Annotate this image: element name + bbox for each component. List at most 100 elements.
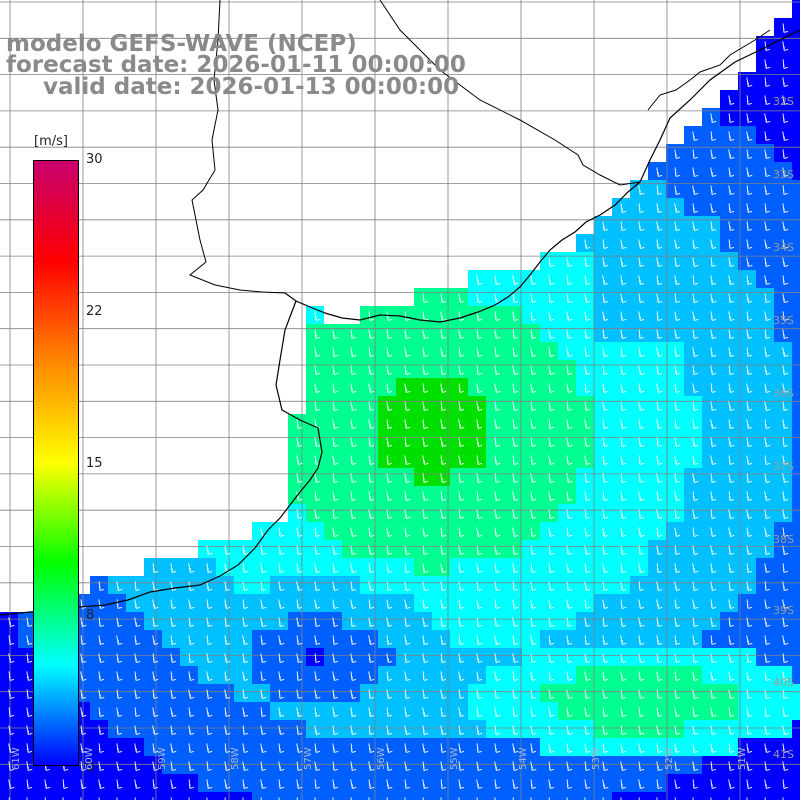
wind-arrow [404,635,411,645]
wind-arrow [386,383,393,393]
wind-arrow [602,311,609,321]
wind-arrow [440,365,447,375]
wind-arrow [476,707,483,717]
wind-speed-cell [792,666,800,684]
wind-arrow [314,617,321,627]
wind-arrow [512,707,518,717]
wind-arrow [242,761,249,771]
wind-arrow [620,689,627,699]
wind-arrow [422,509,429,519]
wind-arrow [512,437,519,447]
wind-arrow [602,779,609,789]
wind-arrow [656,599,663,609]
wind-arrow [458,545,465,555]
wind-arrow [620,635,627,645]
wind-arrow [296,671,302,681]
wind-arrow [530,347,537,357]
wind-arrow [440,527,446,537]
wind-speed-cell [792,414,800,432]
colorbar-tick-8: 8 [86,608,95,623]
wind-arrow [440,617,447,627]
wind-speed-cell [792,216,800,234]
wind-arrow [494,653,501,663]
wind-arrow [584,473,591,483]
wind-arrow [224,581,231,591]
wind-arrow [728,473,735,483]
wind-arrow [620,491,627,501]
wind-speed-cell [792,756,800,774]
wind-arrow [584,617,591,627]
wind-arrow [422,617,429,627]
wind-arrow [206,725,213,735]
wind-arrow [692,311,699,321]
wind-arrow [710,599,717,609]
wind-arrow [134,599,141,609]
wind-arrow [566,545,573,555]
wind-arrow [692,617,699,627]
wind-arrow [530,599,537,609]
wind-arrow [188,563,195,573]
wind-arrow [134,761,141,771]
wind-arrow [656,437,662,447]
wind-arrow [170,671,176,681]
wind-arrow [80,707,87,717]
wind-arrow [746,203,753,213]
wind-arrow [458,707,465,717]
wind-arrow [314,653,320,663]
wind-arrow [692,527,698,537]
wind-arrow [620,347,626,357]
wind-arrow [476,779,483,789]
wind-arrow [728,671,735,681]
wind-arrow [368,455,375,465]
wind-arrow [188,635,195,645]
wind-arrow [260,797,262,800]
wind-arrow [368,365,375,375]
wind-arrow [404,509,411,519]
wind-arrow [566,653,572,663]
wind-speed-cell [198,792,216,800]
wind-arrow [638,653,645,663]
wind-arrow [692,221,699,231]
wind-arrow [260,671,267,681]
wind-arrow [728,95,735,105]
wind-arrow [584,293,591,303]
wind-arrow [530,545,537,555]
wind-arrow [602,293,609,303]
wind-arrow [314,527,320,537]
wind-arrow [782,725,789,735]
wind-arrow [764,347,771,357]
wind-arrow [116,743,123,753]
wind-arrow [368,689,375,699]
wind-arrow [278,743,285,753]
wind-arrow [566,761,573,771]
wind-arrow [368,725,374,735]
wind-arrow [170,725,177,735]
wind-arrow [746,635,753,645]
wind-arrow [134,707,140,717]
wind-arrow [350,347,357,357]
wind-arrow [476,383,483,393]
wind-arrow [638,401,645,411]
wind-arrow [350,761,357,771]
wind-arrow [710,707,717,717]
wind-arrow [584,509,590,519]
wind-arrow [656,239,663,249]
wind-arrow [530,329,537,339]
wind-arrow [422,797,424,800]
wind-arrow [8,635,15,645]
wind-arrow [332,329,339,339]
wind-arrow [134,689,141,699]
wind-arrow [764,113,771,123]
wind-arrow [620,239,627,249]
wind-speed-cell [792,576,800,594]
wind-arrow [512,329,518,339]
wind-arrow [404,581,411,591]
wind-arrow [314,635,321,645]
wind-arrow [710,635,716,645]
wind-arrow [476,653,483,663]
wind-arrow [728,275,735,285]
wind-arrow [404,419,411,429]
wind-arrow [134,725,141,735]
wind-arrow [674,653,681,663]
wind-arrow [782,599,789,609]
